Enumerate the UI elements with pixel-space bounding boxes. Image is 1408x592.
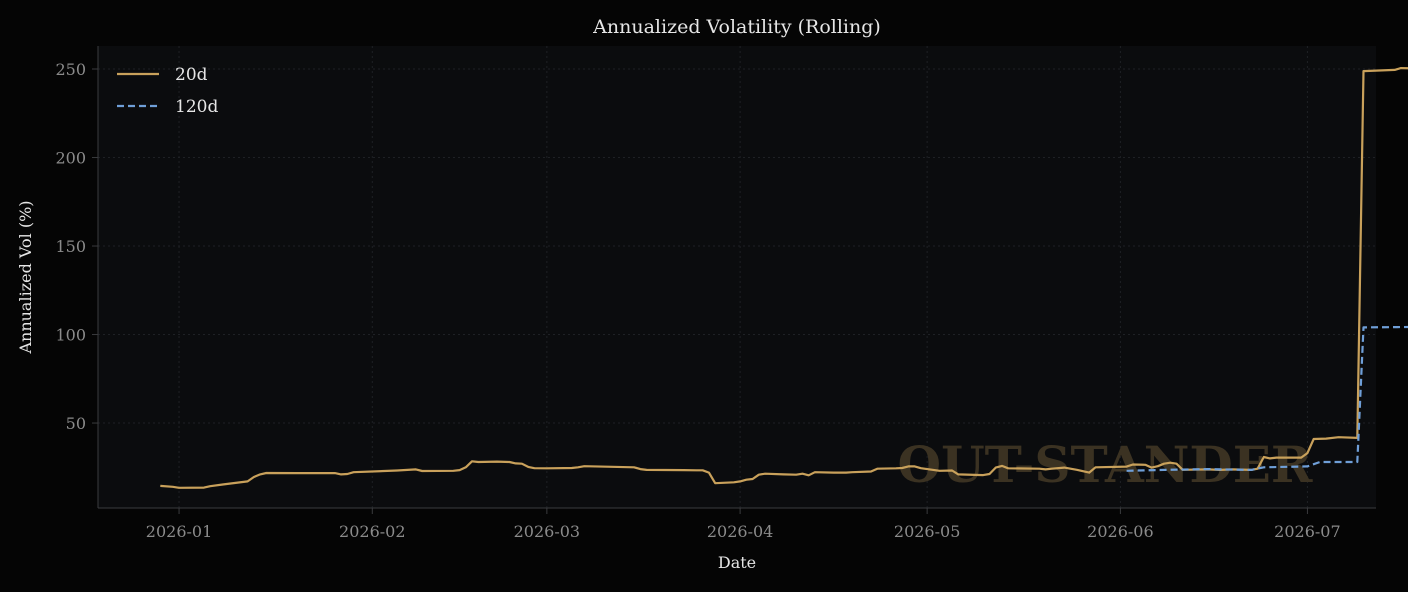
x-tick-label: 2026-02	[339, 522, 405, 541]
y-tick-label: 100	[55, 326, 86, 345]
grid-layer	[98, 46, 1376, 508]
x-tick-label: 2026-01	[146, 522, 212, 541]
y-axis-label: Annualized Vol (%)	[16, 200, 35, 354]
legend: 20d 120d	[117, 65, 218, 117]
legend-label-120d: 120d	[175, 97, 218, 117]
x-tick-label: 2026-07	[1274, 522, 1340, 541]
y-tick-label: 50	[66, 414, 86, 433]
axes-layer: 2026-01 2026-02 2026-03 2026-04 2026-05 2026-…	[55, 46, 1376, 541]
plot-area	[98, 46, 1376, 508]
series-layer	[160, 66, 1408, 489]
x-tick-label: 2026-06	[1087, 522, 1153, 541]
chart-title: Annualized Volatility (Rolling)	[592, 16, 881, 38]
y-tick-label: 200	[55, 149, 86, 168]
series-line-120d	[1126, 325, 1408, 472]
x-tick-label: 2026-04	[707, 522, 773, 541]
y-tick-label: 150	[55, 237, 86, 256]
x-axis-label: Date	[718, 553, 756, 572]
legend-label-20d: 20d	[175, 65, 208, 85]
x-tick-label: 2026-03	[514, 522, 580, 541]
x-tick-label: 2026-05	[894, 522, 960, 541]
y-tick-label: 250	[55, 60, 86, 79]
watermark-text: OUT-STANDER	[898, 435, 1313, 494]
